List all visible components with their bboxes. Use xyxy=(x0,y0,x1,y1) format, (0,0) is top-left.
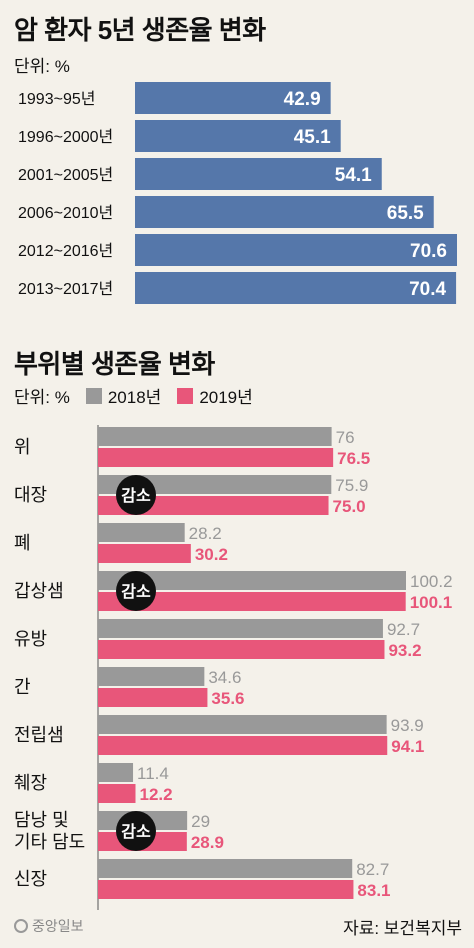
chart2-value-label-2018년: 28.2 xyxy=(189,524,222,543)
chart2-bar-2019년 xyxy=(98,544,191,563)
chart2-bar-2019년 xyxy=(98,496,329,515)
logo-ring-icon xyxy=(14,919,28,933)
chart1-category-label: 2006~2010년 xyxy=(18,204,113,222)
chart2-bar-2018년 xyxy=(98,571,406,590)
chart1-title: 암 환자 5년 생존율 변화 xyxy=(14,15,266,45)
chart2-value-label-2018년: 29 xyxy=(191,812,210,831)
chart1-value-label: 70.4 xyxy=(409,279,446,300)
chart2-value-label-2018년: 82.7 xyxy=(356,860,389,879)
decrease-badge xyxy=(116,475,156,515)
chart1-bar xyxy=(135,234,457,266)
chart2-value-label-2018년: 76 xyxy=(336,428,355,447)
chart1-category-label: 2013~2017년 xyxy=(18,280,113,298)
chart2-category-label: 기타 담도 xyxy=(14,832,85,852)
chart2-bar-2018년 xyxy=(98,427,332,446)
chart1-category-label: 1996~2000년 xyxy=(18,128,113,146)
chart2-value-label-2019년: 93.2 xyxy=(388,641,421,660)
chart2-value-label-2018년: 93.9 xyxy=(391,716,424,735)
chart2-value-label-2019년: 76.5 xyxy=(337,449,370,468)
chart2-category-label: 유방 xyxy=(14,629,47,649)
chart2-value-label-2018년: 75.9 xyxy=(335,476,368,495)
chart1-category-label: 2001~2005년 xyxy=(18,166,113,184)
chart2-bar-2018년 xyxy=(98,667,205,686)
decrease-badge-label: 감소 xyxy=(121,822,151,841)
chart2-value-label-2019년: 75.0 xyxy=(333,497,366,516)
chart2-bar-2019년 xyxy=(98,688,208,707)
chart2-bar-2018년 xyxy=(98,859,353,878)
chart2-category-label: 전립샘 xyxy=(14,725,64,745)
chart2-category-label: 췌장 xyxy=(14,773,47,793)
chart1-bar xyxy=(135,158,382,190)
decrease-badge xyxy=(116,571,156,611)
chart2-value-label-2019년: 28.9 xyxy=(191,833,224,852)
decrease-badge-label: 감소 xyxy=(121,486,151,505)
chart1-category-label: 2012~2016년 xyxy=(18,242,113,260)
chart2-value-label-2018년: 11.4 xyxy=(137,764,169,783)
chart2-value-label-2019년: 83.1 xyxy=(357,881,390,900)
logo-text: 중앙일보 xyxy=(32,918,84,934)
chart2-legend: 단위: % 2018년 2019년 xyxy=(14,383,253,408)
chart2-value-label-2018년: 34.6 xyxy=(208,668,241,687)
chart2-bar-2018년 xyxy=(98,763,134,782)
chart2-bar-2019년 xyxy=(98,640,385,659)
legend-label-2019: 2019년 xyxy=(199,388,253,407)
chart2-value-label-2018년: 92.7 xyxy=(387,620,420,639)
chart1-unit: 단위: % xyxy=(14,57,70,76)
chart2-bar-2018년 xyxy=(98,475,332,494)
chart1-value-label: 65.5 xyxy=(387,203,424,224)
legend-swatch-2019 xyxy=(177,387,194,404)
chart1-bar xyxy=(135,82,331,114)
chart2-value-label-2018년: 100.2 xyxy=(410,572,453,591)
chart2-unit: 단위: % xyxy=(14,388,70,407)
chart1-value-label: 45.1 xyxy=(294,127,331,148)
source-note: 자료: 보건복지부 xyxy=(343,919,462,938)
chart2-title: 부위별 생존율 변화 xyxy=(14,349,215,379)
chart2-category-label: 위 xyxy=(14,437,31,457)
publisher-logo: 중앙일보 xyxy=(14,916,84,936)
chart2-bar-2019년 xyxy=(98,592,406,611)
chart2-value-label-2019년: 100.1 xyxy=(410,593,453,612)
chart2-bar-2019년 xyxy=(98,784,136,803)
legend-label-2018: 2018년 xyxy=(107,388,162,407)
chart1-category-label: 1993~95년 xyxy=(18,90,95,108)
chart2-category-label: 대장 xyxy=(14,485,47,505)
chart2-bar-2019년 xyxy=(98,448,334,467)
decrease-badge-label: 감소 xyxy=(121,582,151,601)
chart2-bar-2019년 xyxy=(98,736,388,755)
chart1-value-label: 42.9 xyxy=(284,89,321,110)
chart2-bar-2019년 xyxy=(98,880,354,899)
chart2-category-label: 담낭 및 xyxy=(14,810,69,830)
chart1-value-label: 54.1 xyxy=(335,165,372,186)
chart1-bar xyxy=(135,272,457,304)
chart1-value-label: 70.6 xyxy=(410,241,447,262)
chart1-bar xyxy=(135,196,434,228)
legend-swatch-2018 xyxy=(85,387,102,404)
chart2-value-label-2019년: 12.2 xyxy=(140,785,173,804)
chart2-category-label: 신장 xyxy=(14,869,47,889)
chart2-category-label: 간 xyxy=(14,677,31,697)
chart2-category-label: 폐 xyxy=(14,533,31,553)
chart1-bar xyxy=(135,120,341,152)
chart2-bar-2018년 xyxy=(98,619,383,638)
chart2-bar-2018년 xyxy=(98,715,387,734)
chart2-value-label-2019년: 35.6 xyxy=(211,689,244,708)
chart2-bar-2018년 xyxy=(98,523,185,542)
decrease-badge xyxy=(116,811,156,851)
chart2-value-label-2019년: 94.1 xyxy=(391,737,424,756)
chart2-category-label: 갑상샘 xyxy=(14,581,64,601)
chart2-value-label-2019년: 30.2 xyxy=(195,545,228,564)
